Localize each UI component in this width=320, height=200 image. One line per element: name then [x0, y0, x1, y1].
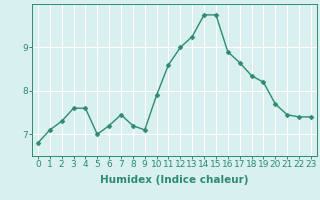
- X-axis label: Humidex (Indice chaleur): Humidex (Indice chaleur): [100, 175, 249, 185]
